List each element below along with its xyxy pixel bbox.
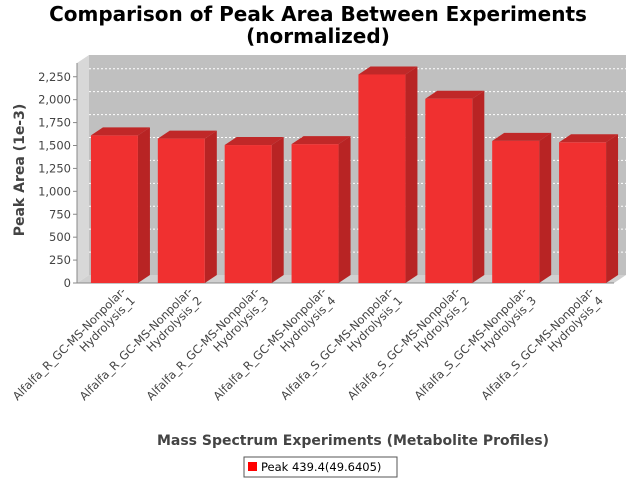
y-tick-label: 2,000 [38, 93, 71, 107]
bar [90, 127, 150, 284]
bar-side [472, 90, 485, 283]
y-tick-label: 1,250 [38, 161, 71, 175]
bars [90, 66, 619, 284]
x-category-label: Alfalfa_S_GC-MS-Nonpolar-Hydrolysis_2 [345, 284, 473, 402]
bar-top [559, 134, 619, 143]
bar-side [405, 66, 418, 283]
bar [492, 132, 552, 283]
bar [358, 66, 418, 283]
bar [291, 136, 351, 283]
x-category-label: Alfalfa_S_GC-MS-Nonpolar-Hydrolysis_1 [278, 284, 406, 402]
x-category-label: Alfalfa_R_GC-MS-Nonpolar-Hydrolysis_3 [143, 284, 271, 403]
bar-top [358, 66, 418, 75]
bar-side [606, 134, 619, 283]
y-axis-label: Peak Area (1e-3) [12, 104, 28, 237]
bar-side [271, 137, 284, 283]
bar-side [137, 127, 150, 284]
bar-side [204, 130, 217, 283]
bar-side [539, 132, 552, 283]
bar-front [358, 74, 406, 283]
y-axis-ticks: 0 250 500 750 1,000 1,250 1,500 1,750 2,000 2,250 [38, 70, 77, 290]
x-category-label-line: Alfalfa_R_GC-MS-Nonpolar- [10, 284, 129, 403]
x-category-label: Alfalfa_R_GC-MS-Nonpolar-Hydrolysis_4 [210, 284, 338, 403]
y-tick-label: 2,250 [38, 70, 71, 84]
bar-side [338, 136, 351, 283]
plot-floor [77, 275, 626, 283]
legend: Peak 439.4(49.6405) [243, 456, 398, 478]
x-axis-categories: Alfalfa_R_GC-MS-Nonpolar-Hydrolysis_1Alf… [10, 284, 606, 403]
bar-top [224, 137, 284, 146]
bar-front [425, 98, 473, 283]
y-tick-label: 500 [49, 230, 71, 244]
bar-front [559, 142, 607, 283]
bar-top [492, 132, 552, 141]
x-category-label: Alfalfa_S_GC-MS-Nonpolar-Hydrolysis_4 [478, 284, 606, 402]
y-tick-label: 750 [49, 207, 71, 221]
y-tick-label: 1,750 [38, 116, 71, 130]
bar-front [90, 135, 138, 283]
legend-entry: Peak 439.4(49.6405) [261, 460, 381, 474]
x-axis-label: Mass Spectrum Experiments (Metabolite Pr… [157, 433, 549, 449]
y-tick-label: 1,500 [38, 139, 71, 153]
bar-top [90, 127, 150, 136]
legend-swatch [248, 462, 257, 471]
x-category-label: Alfalfa_R_GC-MS-Nonpolar-Hydrolysis_1 [10, 284, 138, 403]
chart-title-line1: Comparison of Peak Area Between Experime… [49, 2, 587, 26]
bar-top [425, 90, 485, 99]
legend-box [243, 456, 398, 478]
bar [224, 137, 284, 283]
bar [425, 90, 485, 283]
y-tick-label: 1,000 [38, 184, 71, 198]
bar-front [492, 140, 540, 283]
chart-title-line2: (normalized) [246, 24, 390, 48]
x-category-label: Alfalfa_R_GC-MS-Nonpolar-Hydrolysis_2 [77, 284, 205, 403]
y-tick-label: 250 [49, 253, 71, 267]
bar-front [157, 138, 205, 283]
bar-top [291, 136, 351, 145]
plot-side-wall [77, 55, 89, 283]
bar [559, 134, 619, 283]
bar-front [224, 145, 272, 283]
bar-top [157, 130, 217, 139]
bar [157, 130, 217, 283]
x-category-label: Alfalfa_S_GC-MS-Nonpolar-Hydrolysis_3 [411, 284, 539, 402]
bar-front [291, 144, 339, 283]
y-tick-label: 0 [64, 276, 71, 290]
